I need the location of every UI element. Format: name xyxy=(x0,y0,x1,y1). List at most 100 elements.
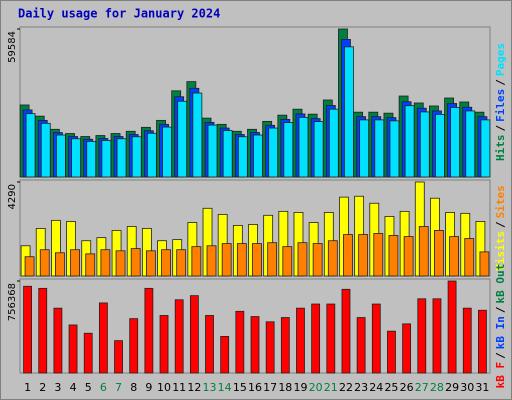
x-tick-label: 29 xyxy=(445,381,459,394)
x-tick-label: 27 xyxy=(415,381,429,394)
bar xyxy=(206,245,217,277)
bar xyxy=(432,298,442,374)
bar xyxy=(298,116,309,178)
bar xyxy=(356,317,366,374)
bar xyxy=(24,256,35,277)
bar xyxy=(98,302,108,374)
bar xyxy=(236,243,247,277)
bar xyxy=(40,122,51,178)
bar xyxy=(100,249,111,277)
bar xyxy=(207,124,218,178)
bar xyxy=(480,119,491,178)
bar xyxy=(56,134,66,178)
bar xyxy=(419,111,430,178)
bar xyxy=(114,340,123,374)
bar xyxy=(296,307,305,374)
bar xyxy=(418,226,429,277)
chart-title: Daily usage for January 2024 xyxy=(18,7,220,21)
bar xyxy=(53,307,63,374)
legend-entry: Files xyxy=(494,89,507,122)
x-tick-label: 10 xyxy=(157,381,171,394)
bar xyxy=(311,303,321,374)
bar xyxy=(253,134,263,178)
bar xyxy=(282,246,293,277)
bar xyxy=(417,298,427,374)
bar xyxy=(235,310,245,374)
bar xyxy=(341,288,351,374)
bar xyxy=(464,238,475,277)
bar xyxy=(129,318,139,374)
x-tick-label: 7 xyxy=(115,381,122,394)
x-tick-label: 17 xyxy=(263,381,277,394)
bar xyxy=(205,315,214,374)
x-tick-label: 22 xyxy=(339,381,353,394)
x-tick-label: 3 xyxy=(54,381,61,394)
x-tick-label: 6 xyxy=(100,381,107,394)
bar xyxy=(403,236,414,277)
x-tick-label: 14 xyxy=(218,381,232,394)
bar xyxy=(435,114,445,178)
bar xyxy=(116,138,127,178)
legend-entry: Pages xyxy=(494,43,507,76)
bar xyxy=(144,287,154,374)
x-tick-label: 2 xyxy=(39,381,46,394)
bar xyxy=(146,132,157,178)
bar xyxy=(280,317,290,374)
bar xyxy=(373,233,384,277)
legend-entry: kB F xyxy=(494,362,507,389)
bar xyxy=(70,249,80,277)
bar xyxy=(191,246,202,277)
x-tick-label: 8 xyxy=(130,381,137,394)
bar xyxy=(237,136,248,178)
bar xyxy=(265,321,275,374)
legend-entry: kB Out xyxy=(494,264,507,304)
legend-entry: Sites xyxy=(494,185,507,218)
bar xyxy=(68,324,78,374)
bar xyxy=(189,295,199,374)
legend-separator: / xyxy=(494,306,507,313)
legend-separator: / xyxy=(494,352,507,359)
bar xyxy=(222,130,233,178)
x-tick-label: 4 xyxy=(70,381,77,394)
bar xyxy=(159,315,169,374)
bar xyxy=(283,122,294,178)
x-tick-label: 21 xyxy=(324,381,338,394)
bar xyxy=(86,141,97,178)
x-tick-label: 31 xyxy=(475,381,489,394)
x-tick-label: 11 xyxy=(172,381,186,394)
bar xyxy=(462,307,472,374)
bar xyxy=(402,323,412,374)
x-tick-label: 30 xyxy=(460,381,474,394)
bar xyxy=(83,332,93,374)
bar xyxy=(39,249,50,277)
bar xyxy=(389,120,400,178)
bar xyxy=(162,126,172,178)
bar xyxy=(358,234,369,277)
legend-separator: / xyxy=(494,79,507,86)
bar xyxy=(38,287,48,374)
x-tick-label: 5 xyxy=(85,381,92,394)
bar xyxy=(328,108,339,178)
y-tick-label: 4290 xyxy=(7,184,18,209)
x-tick-label: 12 xyxy=(187,381,201,394)
bar xyxy=(343,234,353,277)
legend: Hits / Files / Pages xyxy=(494,43,507,161)
bar xyxy=(434,230,444,277)
bar xyxy=(387,330,396,374)
bar xyxy=(23,285,32,374)
legend-entry: kB In xyxy=(494,316,507,349)
legend-separator: / xyxy=(494,125,507,132)
legend-separator: / xyxy=(494,221,507,228)
bar xyxy=(326,303,336,374)
bar xyxy=(145,250,156,277)
x-tick-label: 28 xyxy=(430,381,444,394)
x-tick-label: 26 xyxy=(400,381,414,394)
bar xyxy=(85,253,96,277)
bar xyxy=(177,100,188,178)
x-tick-label: 9 xyxy=(145,381,152,394)
bar xyxy=(312,243,323,277)
bar xyxy=(447,280,457,374)
bar xyxy=(55,252,65,277)
x-tick-label: 16 xyxy=(248,381,262,394)
